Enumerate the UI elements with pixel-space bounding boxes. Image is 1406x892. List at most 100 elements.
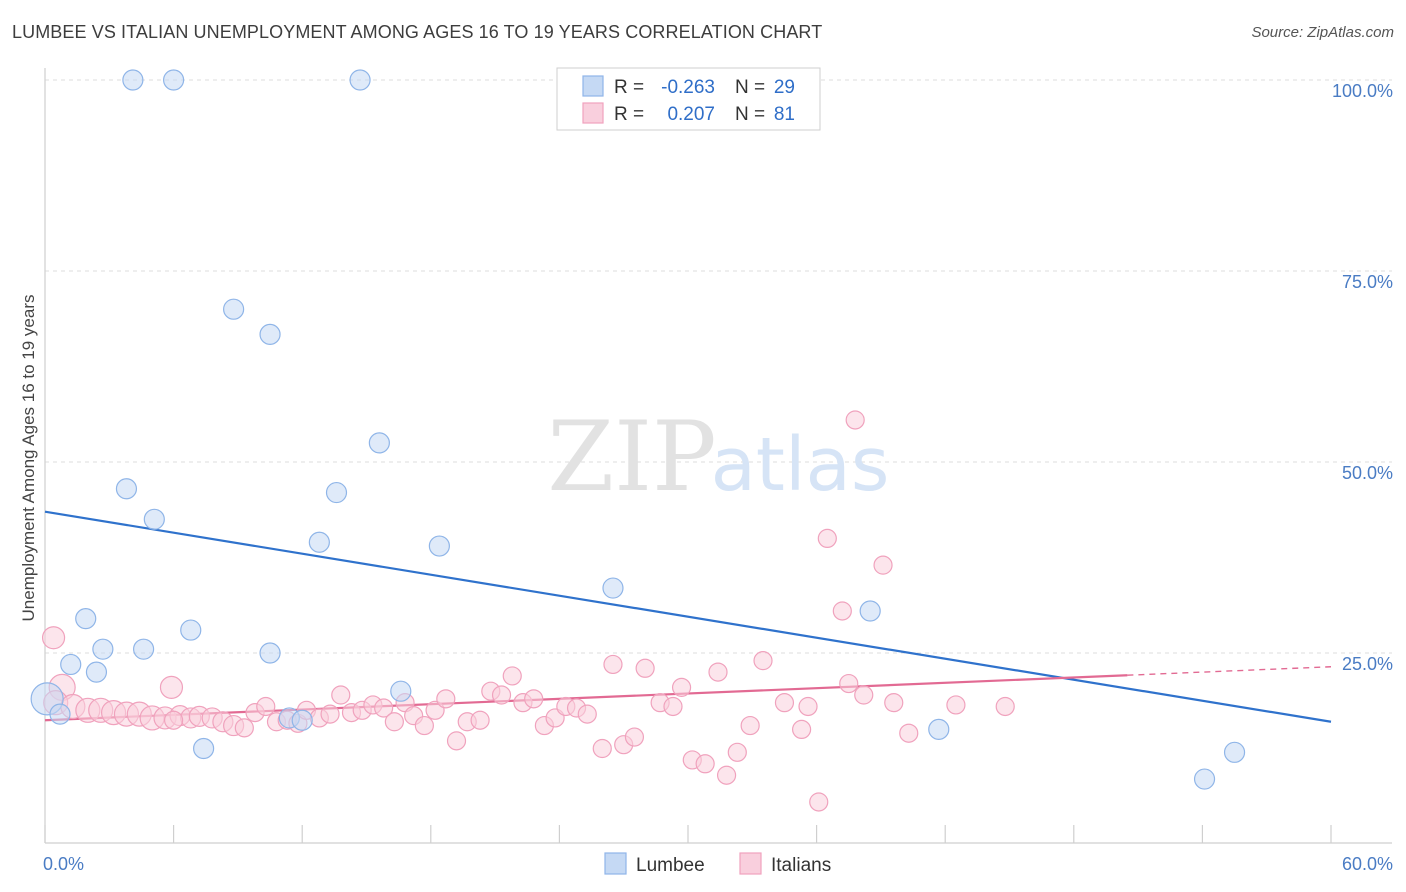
italians-point xyxy=(873,555,893,575)
italians-point xyxy=(995,696,1015,717)
italians-point xyxy=(234,718,254,738)
y-tick-labels: 25.0% 50.0% 75.0% 100.0% xyxy=(1332,81,1393,674)
gridlines xyxy=(45,79,1392,654)
italians-point xyxy=(791,719,812,740)
lumbee-point xyxy=(143,508,165,530)
italians-point xyxy=(446,731,467,751)
lumbee-trend-line xyxy=(44,510,1332,723)
y-tick-label: 75.0% xyxy=(1342,272,1393,292)
lumbee-point xyxy=(115,478,138,500)
italians-point xyxy=(845,410,865,430)
italians-point xyxy=(884,693,904,713)
lumbee-point xyxy=(85,661,108,683)
lumbee-point xyxy=(75,608,97,630)
italians-point xyxy=(384,712,404,732)
chart-title: LUMBEE VS ITALIAN UNEMPLOYMENT AMONG AGE… xyxy=(12,22,823,42)
italians-point xyxy=(716,765,737,785)
lumbee-point xyxy=(122,69,144,91)
italians-point xyxy=(663,696,683,717)
y-tick-label: 50.0% xyxy=(1342,463,1393,483)
series-legend: Lumbee Italians xyxy=(604,852,831,876)
lumbee-point xyxy=(602,577,624,599)
italians-point xyxy=(708,662,728,682)
y-tick-label: 100.0% xyxy=(1332,81,1393,101)
italians-point xyxy=(470,710,490,730)
y-axis-label: Unemployment Among Ages 16 to 19 years xyxy=(19,295,38,622)
italians-point xyxy=(491,685,512,705)
lumbee-point xyxy=(308,531,330,553)
lumbee-point xyxy=(1223,741,1246,763)
legend-swatch-italians xyxy=(582,102,604,124)
lumbee-point xyxy=(193,737,215,760)
correlation-legend: R = -0.263 N = 29 R = 0.207 N = 81 xyxy=(556,67,821,131)
italians-point xyxy=(374,698,394,718)
x-tick-label-min: 0.0% xyxy=(43,854,84,874)
x-tick-labels: 0.0% 60.0% xyxy=(43,854,1393,874)
watermark-zip: ZIP xyxy=(547,401,716,513)
italians-point xyxy=(635,658,655,678)
italians-trend-line-extension xyxy=(1127,666,1332,676)
legend-r-value: -0.263 xyxy=(661,77,715,98)
italians-point xyxy=(839,673,859,694)
italians-point xyxy=(320,704,340,724)
series-legend-label-italians: Italians xyxy=(771,855,831,876)
italians-point xyxy=(740,715,760,736)
legend-r-label: R = xyxy=(614,104,644,125)
italians-point xyxy=(832,601,852,621)
lumbee-point xyxy=(390,680,412,702)
italians-point xyxy=(603,654,623,675)
italians-point xyxy=(414,715,434,736)
italians-points xyxy=(41,410,1015,812)
legend-swatch-lumbee xyxy=(582,75,604,97)
legend-n-label: N = xyxy=(735,77,765,98)
lumbee-points xyxy=(30,69,1246,790)
lumbee-point xyxy=(259,642,281,664)
italians-point xyxy=(524,689,544,709)
lumbee-point xyxy=(259,323,281,346)
italians-point xyxy=(256,696,276,717)
lumbee-point xyxy=(49,703,71,725)
lumbee-point xyxy=(180,619,202,641)
legend-n-label: N = xyxy=(735,104,765,125)
lumbee-point xyxy=(92,638,114,660)
italians-point xyxy=(798,696,818,717)
italians-point xyxy=(502,666,522,686)
italians-point xyxy=(331,685,351,705)
lumbee-point xyxy=(349,69,371,91)
lumbee-point xyxy=(859,600,881,622)
legend-n-value: 81 xyxy=(774,104,795,125)
italians-point xyxy=(695,754,715,774)
legend-r-value: 0.207 xyxy=(667,104,715,125)
series-legend-swatch-lumbee xyxy=(604,852,627,875)
italians-point xyxy=(753,651,773,671)
italians-point xyxy=(164,710,184,730)
watermark: ZIP atlas xyxy=(547,401,889,513)
series-legend-swatch-italians xyxy=(739,852,762,875)
italians-point xyxy=(774,693,795,713)
lumbee-point xyxy=(223,298,245,320)
lumbee-point xyxy=(928,718,950,741)
lumbee-point xyxy=(1193,768,1216,790)
lumbee-point xyxy=(132,638,155,660)
legend-n-value: 29 xyxy=(774,77,795,98)
italians-point xyxy=(436,689,456,709)
axes xyxy=(44,68,1392,844)
lumbee-point xyxy=(428,535,450,557)
lumbee-point xyxy=(368,432,390,454)
lumbee-point xyxy=(163,69,185,91)
lumbee-point xyxy=(291,709,313,731)
italians-point xyxy=(41,626,66,650)
italians-point xyxy=(899,723,919,743)
italians-point xyxy=(817,528,837,549)
y-tick-label: 25.0% xyxy=(1342,654,1393,674)
italians-point xyxy=(577,704,597,724)
italians-point xyxy=(671,677,692,697)
watermark-atlas: atlas xyxy=(711,422,890,508)
lumbee-point xyxy=(60,653,82,676)
italians-point xyxy=(159,675,184,699)
x-tick-label-max: 60.0% xyxy=(1342,854,1393,874)
lumbee-point xyxy=(325,481,348,504)
italians-point xyxy=(854,685,874,705)
italians-point xyxy=(946,695,966,715)
